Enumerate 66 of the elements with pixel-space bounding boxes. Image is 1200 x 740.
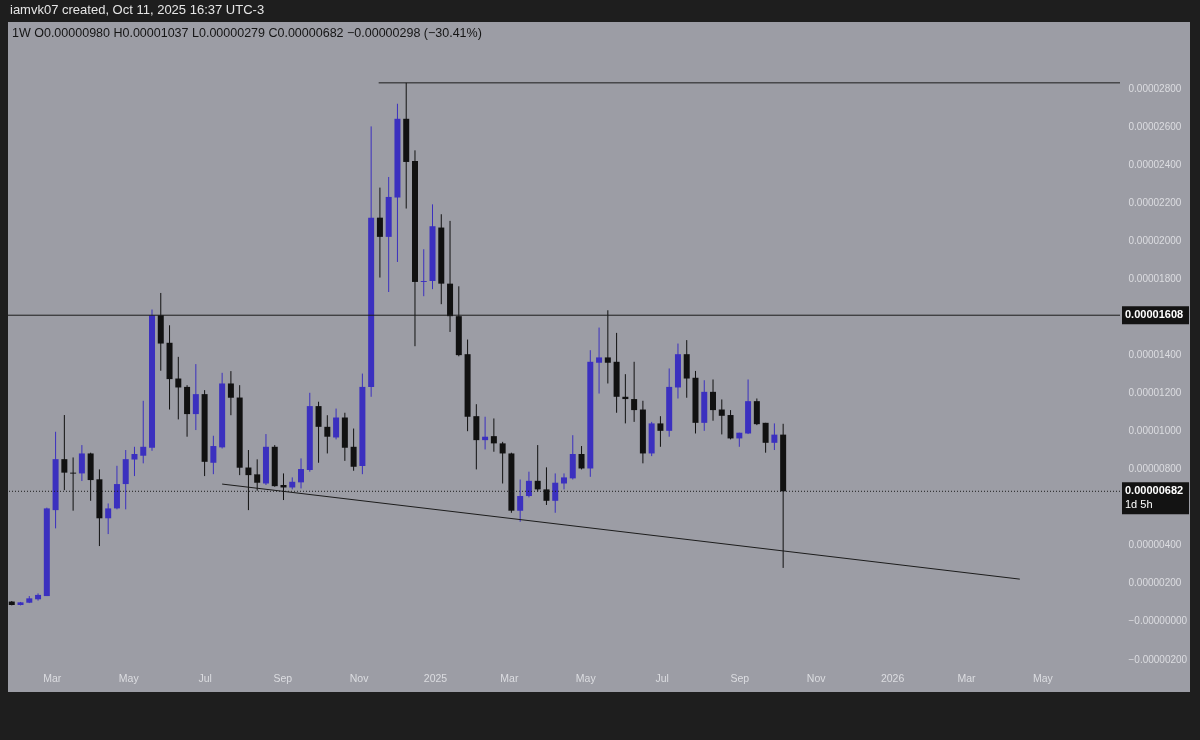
y-tick-label: −0.00000000: [1128, 615, 1188, 627]
candlestick: [490, 417, 497, 453]
x-tick-label: 2026: [880, 671, 905, 684]
candlestick: [35, 592, 42, 602]
x-tick-label: Jul: [655, 671, 669, 684]
candlestick: [578, 445, 585, 470]
candlestick: [227, 370, 234, 416]
chart-subtitle: 1W O0.00000980 H0.00001037 L0.00000279 C0.00000682 −0.00000298 (−30.41%): [12, 26, 482, 40]
candlestick: [192, 363, 199, 431]
candlestick: [78, 444, 85, 482]
candlestick: [710, 378, 717, 422]
x-tick-label: 2025: [423, 671, 448, 684]
y-tick-label: 0.00002800: [1128, 83, 1182, 95]
ref-line-label: 0.00000682: [1125, 484, 1184, 497]
candlestick: [105, 502, 112, 535]
candlestick: [298, 457, 305, 489]
candlestick: [762, 422, 769, 454]
candlestick: [61, 414, 68, 491]
candlestick: [324, 414, 331, 454]
x-tick-label: May: [1032, 671, 1054, 684]
y-tick-label: 0.00001800: [1128, 273, 1182, 285]
candlestick: [210, 435, 217, 475]
candlestick: [333, 408, 340, 440]
y-tick-label: 0.00001400: [1128, 349, 1182, 361]
x-tick-label: May: [118, 671, 140, 684]
x-tick-label: Nov: [349, 671, 370, 684]
x-tick-label: Mar: [500, 671, 519, 684]
y-tick-label: 0.00001200: [1128, 387, 1182, 399]
candlestick: [631, 361, 638, 423]
y-tick-label: 0.00002400: [1128, 159, 1182, 171]
candlestick: [727, 409, 734, 440]
chart-title: iamvk07 created, Oct 11, 2025 16:37 UTC-3: [10, 2, 265, 17]
candlestick: [718, 398, 725, 435]
x-tick-label: Jul: [198, 671, 212, 684]
y-tick-label: 0.00002200: [1128, 197, 1182, 209]
candlestick: [499, 441, 506, 484]
y-tick-label: 0.00000800: [1128, 463, 1182, 475]
candlestick: [596, 327, 603, 395]
text: 1d 5h: [1125, 498, 1153, 511]
candlestick: [420, 248, 427, 297]
candlestick: [525, 471, 532, 498]
y-tick-label: −0.00000200: [1128, 653, 1188, 665]
ref-line-label: 0.00001608: [1125, 308, 1184, 321]
candlestick: [131, 446, 138, 477]
candlestick: [473, 403, 480, 470]
candlestick: [753, 398, 760, 426]
y-tick-label: 0.00002600: [1128, 121, 1182, 133]
y-tick-label: 0.00002000: [1128, 235, 1182, 247]
y-tick-label: 0.00000200: [1128, 577, 1182, 589]
y-tick-label: 0.00001000: [1128, 425, 1182, 437]
x-tick-label: Sep: [730, 671, 750, 684]
x-tick-label: May: [575, 671, 597, 684]
candlestick: [350, 428, 357, 472]
candlestick: [315, 401, 322, 464]
x-tick-label: Mar: [43, 671, 62, 684]
candlestick: [552, 472, 559, 514]
candlestick: [657, 415, 664, 448]
candlestick: [376, 187, 383, 279]
x-tick-label: Mar: [957, 671, 977, 684]
candlestick: [517, 479, 524, 523]
x-tick-label: Sep: [273, 671, 293, 684]
candlestick: [140, 400, 147, 464]
candlestick: [561, 472, 567, 490]
candlestick: [771, 422, 778, 451]
y-tick-label: 0.00000400: [1128, 539, 1182, 551]
x-tick-label: Nov: [806, 671, 827, 684]
